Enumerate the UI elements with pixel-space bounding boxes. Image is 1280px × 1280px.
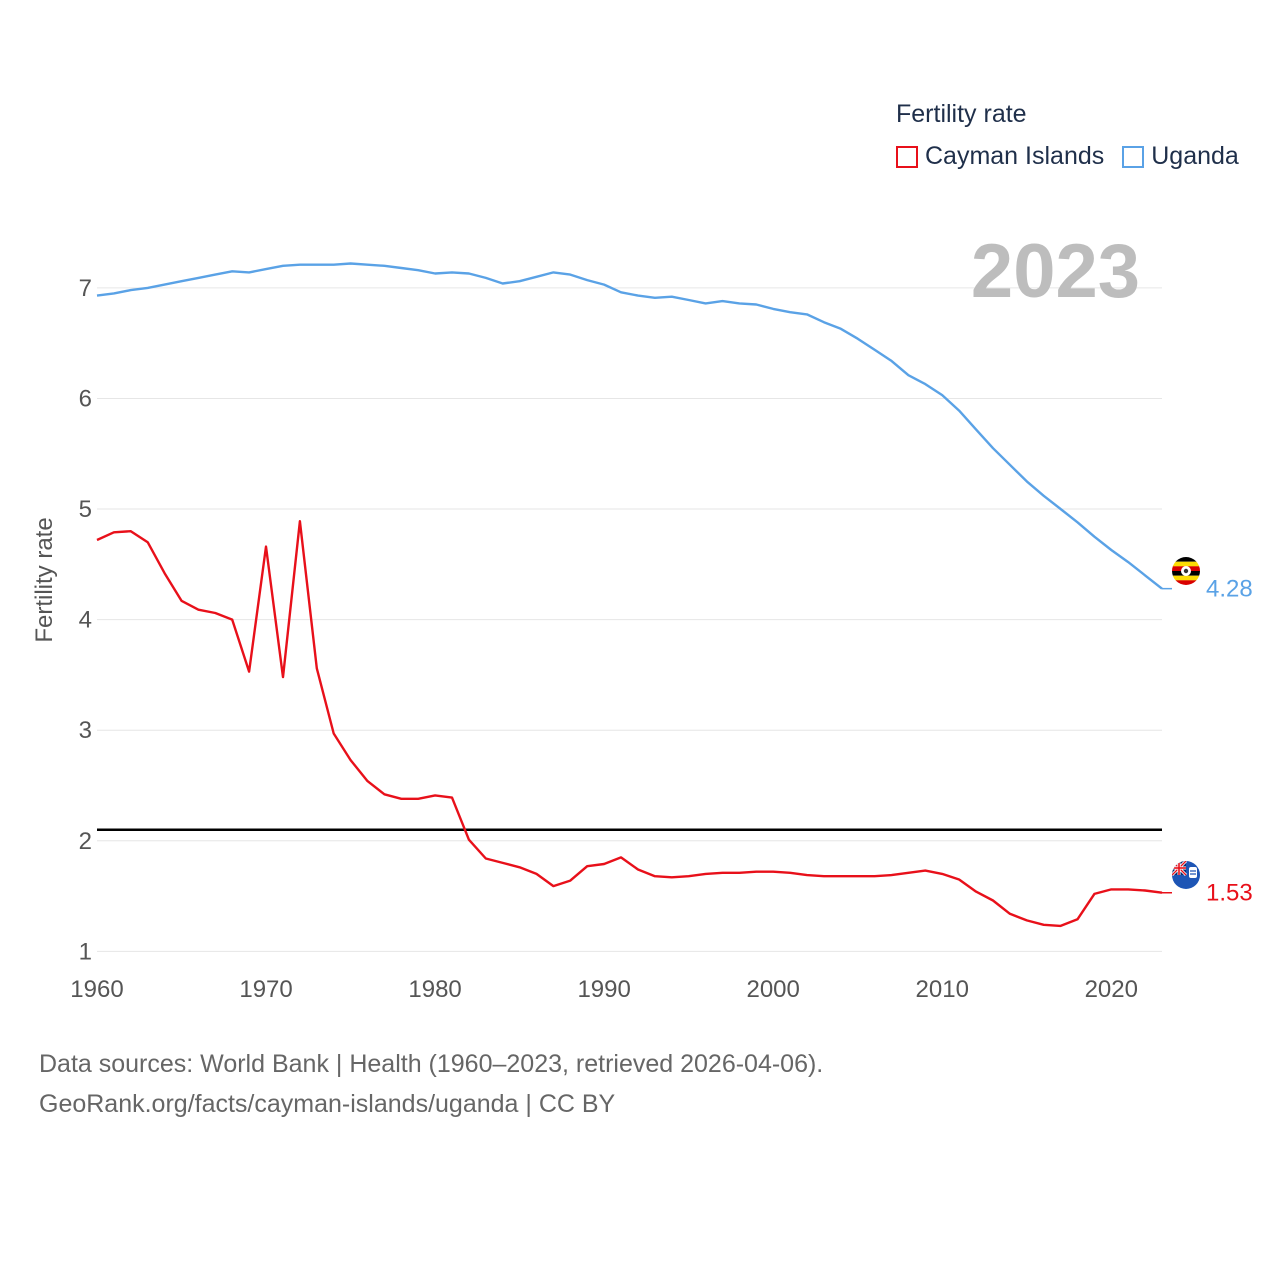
source-line-2: GeoRank.org/facts/cayman-islands/uganda … <box>39 1090 616 1118</box>
source-line-1: Data sources: World Bank | Health (1960–… <box>39 1050 824 1078</box>
series-line-cayman-islands <box>96 520 1163 928</box>
x-tick-label: 2010 <box>916 976 969 1003</box>
source-note: Data sources: World Bank | Health (1960–… <box>39 1044 823 1124</box>
x-tick-label: 1970 <box>239 976 292 1003</box>
y-tick-label: 1 <box>79 938 92 965</box>
end-value-label-cayman-islands: 1.53 <box>1206 880 1253 907</box>
legend-swatch-uganda <box>1122 145 1145 168</box>
x-axis-ticks: 1960 1970 1980 1990 2000 2010 2020 <box>70 976 1138 1003</box>
legend-item-uganda[interactable]: Uganda <box>1122 142 1239 171</box>
plot-area: 1 2 3 4 5 6 7 1960 1970 1980 1990 2000 2010 2020 1.5… <box>31 262 1253 1003</box>
y-tick-label: 4 <box>79 607 92 634</box>
legend: Cayman Islands Uganda <box>896 142 1257 171</box>
series-layer: 1.53 4.28 <box>96 262 1253 928</box>
x-tick-label: 2020 <box>1085 976 1138 1003</box>
cayman-islands-flag-icon <box>1172 861 1200 889</box>
x-tick-label: 1990 <box>577 976 630 1003</box>
legend-title: Fertility rate <box>896 100 1027 128</box>
x-tick-label: 1980 <box>408 976 461 1003</box>
end-value-label-uganda: 4.28 <box>1206 576 1253 603</box>
y-tick-label: 7 <box>79 275 92 302</box>
y-tick-label: 5 <box>79 496 92 523</box>
x-tick-label: 2000 <box>746 976 799 1003</box>
y-axis-label: Fertility rate <box>31 517 58 642</box>
legend-label-cayman-islands: Cayman Islands <box>925 142 1105 170</box>
legend-label-uganda: Uganda <box>1151 142 1239 170</box>
uganda-flag-icon <box>1172 557 1200 585</box>
y-axis-ticks: 1 2 3 4 5 6 7 <box>79 275 92 965</box>
y-tick-label: 6 <box>79 385 92 412</box>
y-tick-label: 2 <box>79 828 92 855</box>
year-label: 2023 <box>970 229 1140 314</box>
x-tick-label: 1960 <box>70 976 123 1003</box>
series-line-uganda <box>96 262 1163 590</box>
y-tick-label: 3 <box>79 717 92 744</box>
legend-item-cayman-islands[interactable]: Cayman Islands <box>896 142 1104 171</box>
legend-swatch-cayman-islands <box>896 145 918 168</box>
